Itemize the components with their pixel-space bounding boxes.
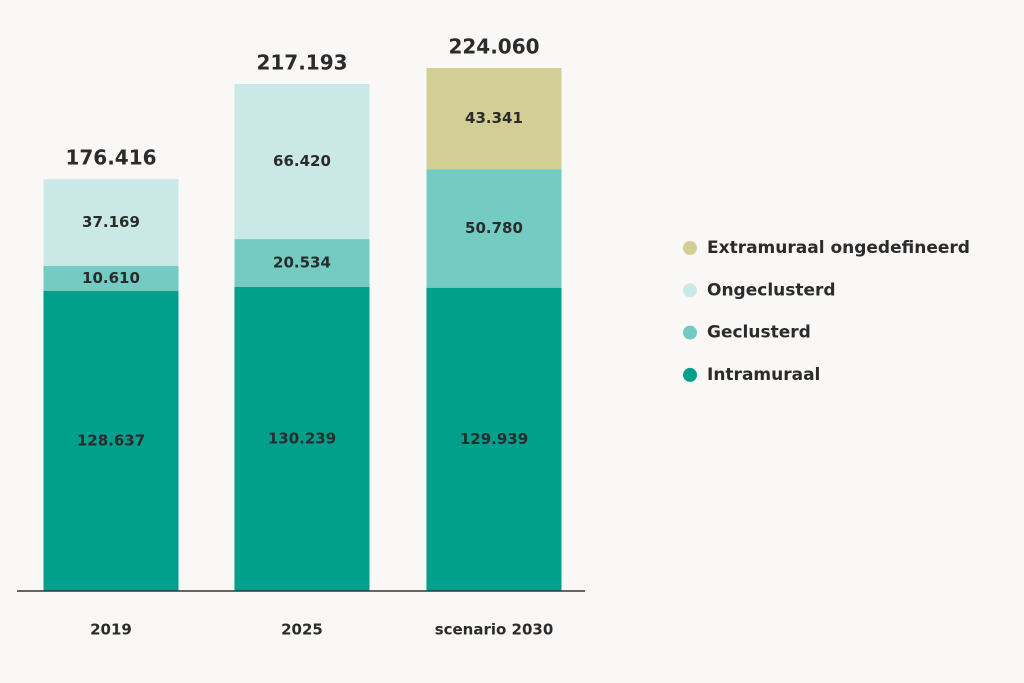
total-label: 224.060 — [448, 35, 539, 59]
legend-swatch — [683, 283, 697, 298]
total-label: 176.416 — [65, 146, 156, 170]
bar-segment — [426, 169, 562, 288]
legend-label: Geclusterd — [707, 323, 811, 343]
value-label: 50.780 — [465, 219, 523, 237]
bar-segment — [234, 84, 370, 240]
legend-label: Ongeclusterd — [707, 280, 836, 300]
value-label: 66.420 — [273, 152, 331, 170]
bar-segment — [426, 68, 562, 170]
value-label: 10.610 — [82, 269, 140, 287]
x-tick-label: 2025 — [281, 621, 323, 639]
value-label: 43.341 — [465, 109, 523, 127]
bar-segment — [234, 286, 370, 591]
value-label: 37.169 — [82, 213, 140, 231]
bar-segment — [234, 239, 370, 287]
value-label: 129.939 — [460, 430, 528, 448]
bar-segment — [43, 179, 179, 266]
value-label: 130.239 — [268, 429, 336, 447]
bar-segment — [426, 287, 562, 591]
legend-swatch — [683, 325, 697, 340]
legend-label: Extramuraal ongedefineerd — [707, 238, 970, 258]
total-label: 217.193 — [256, 51, 347, 75]
value-label: 20.534 — [273, 254, 331, 272]
bar-segment — [43, 290, 179, 591]
bar-segment — [43, 265, 179, 291]
legend-swatch — [683, 241, 697, 255]
x-tick-label: scenario 2030 — [435, 621, 554, 639]
x-tick-label: 2019 — [90, 621, 132, 639]
legend-label: Intramuraal — [707, 365, 820, 385]
legend-swatch — [683, 367, 697, 382]
value-label: 128.637 — [77, 431, 145, 449]
